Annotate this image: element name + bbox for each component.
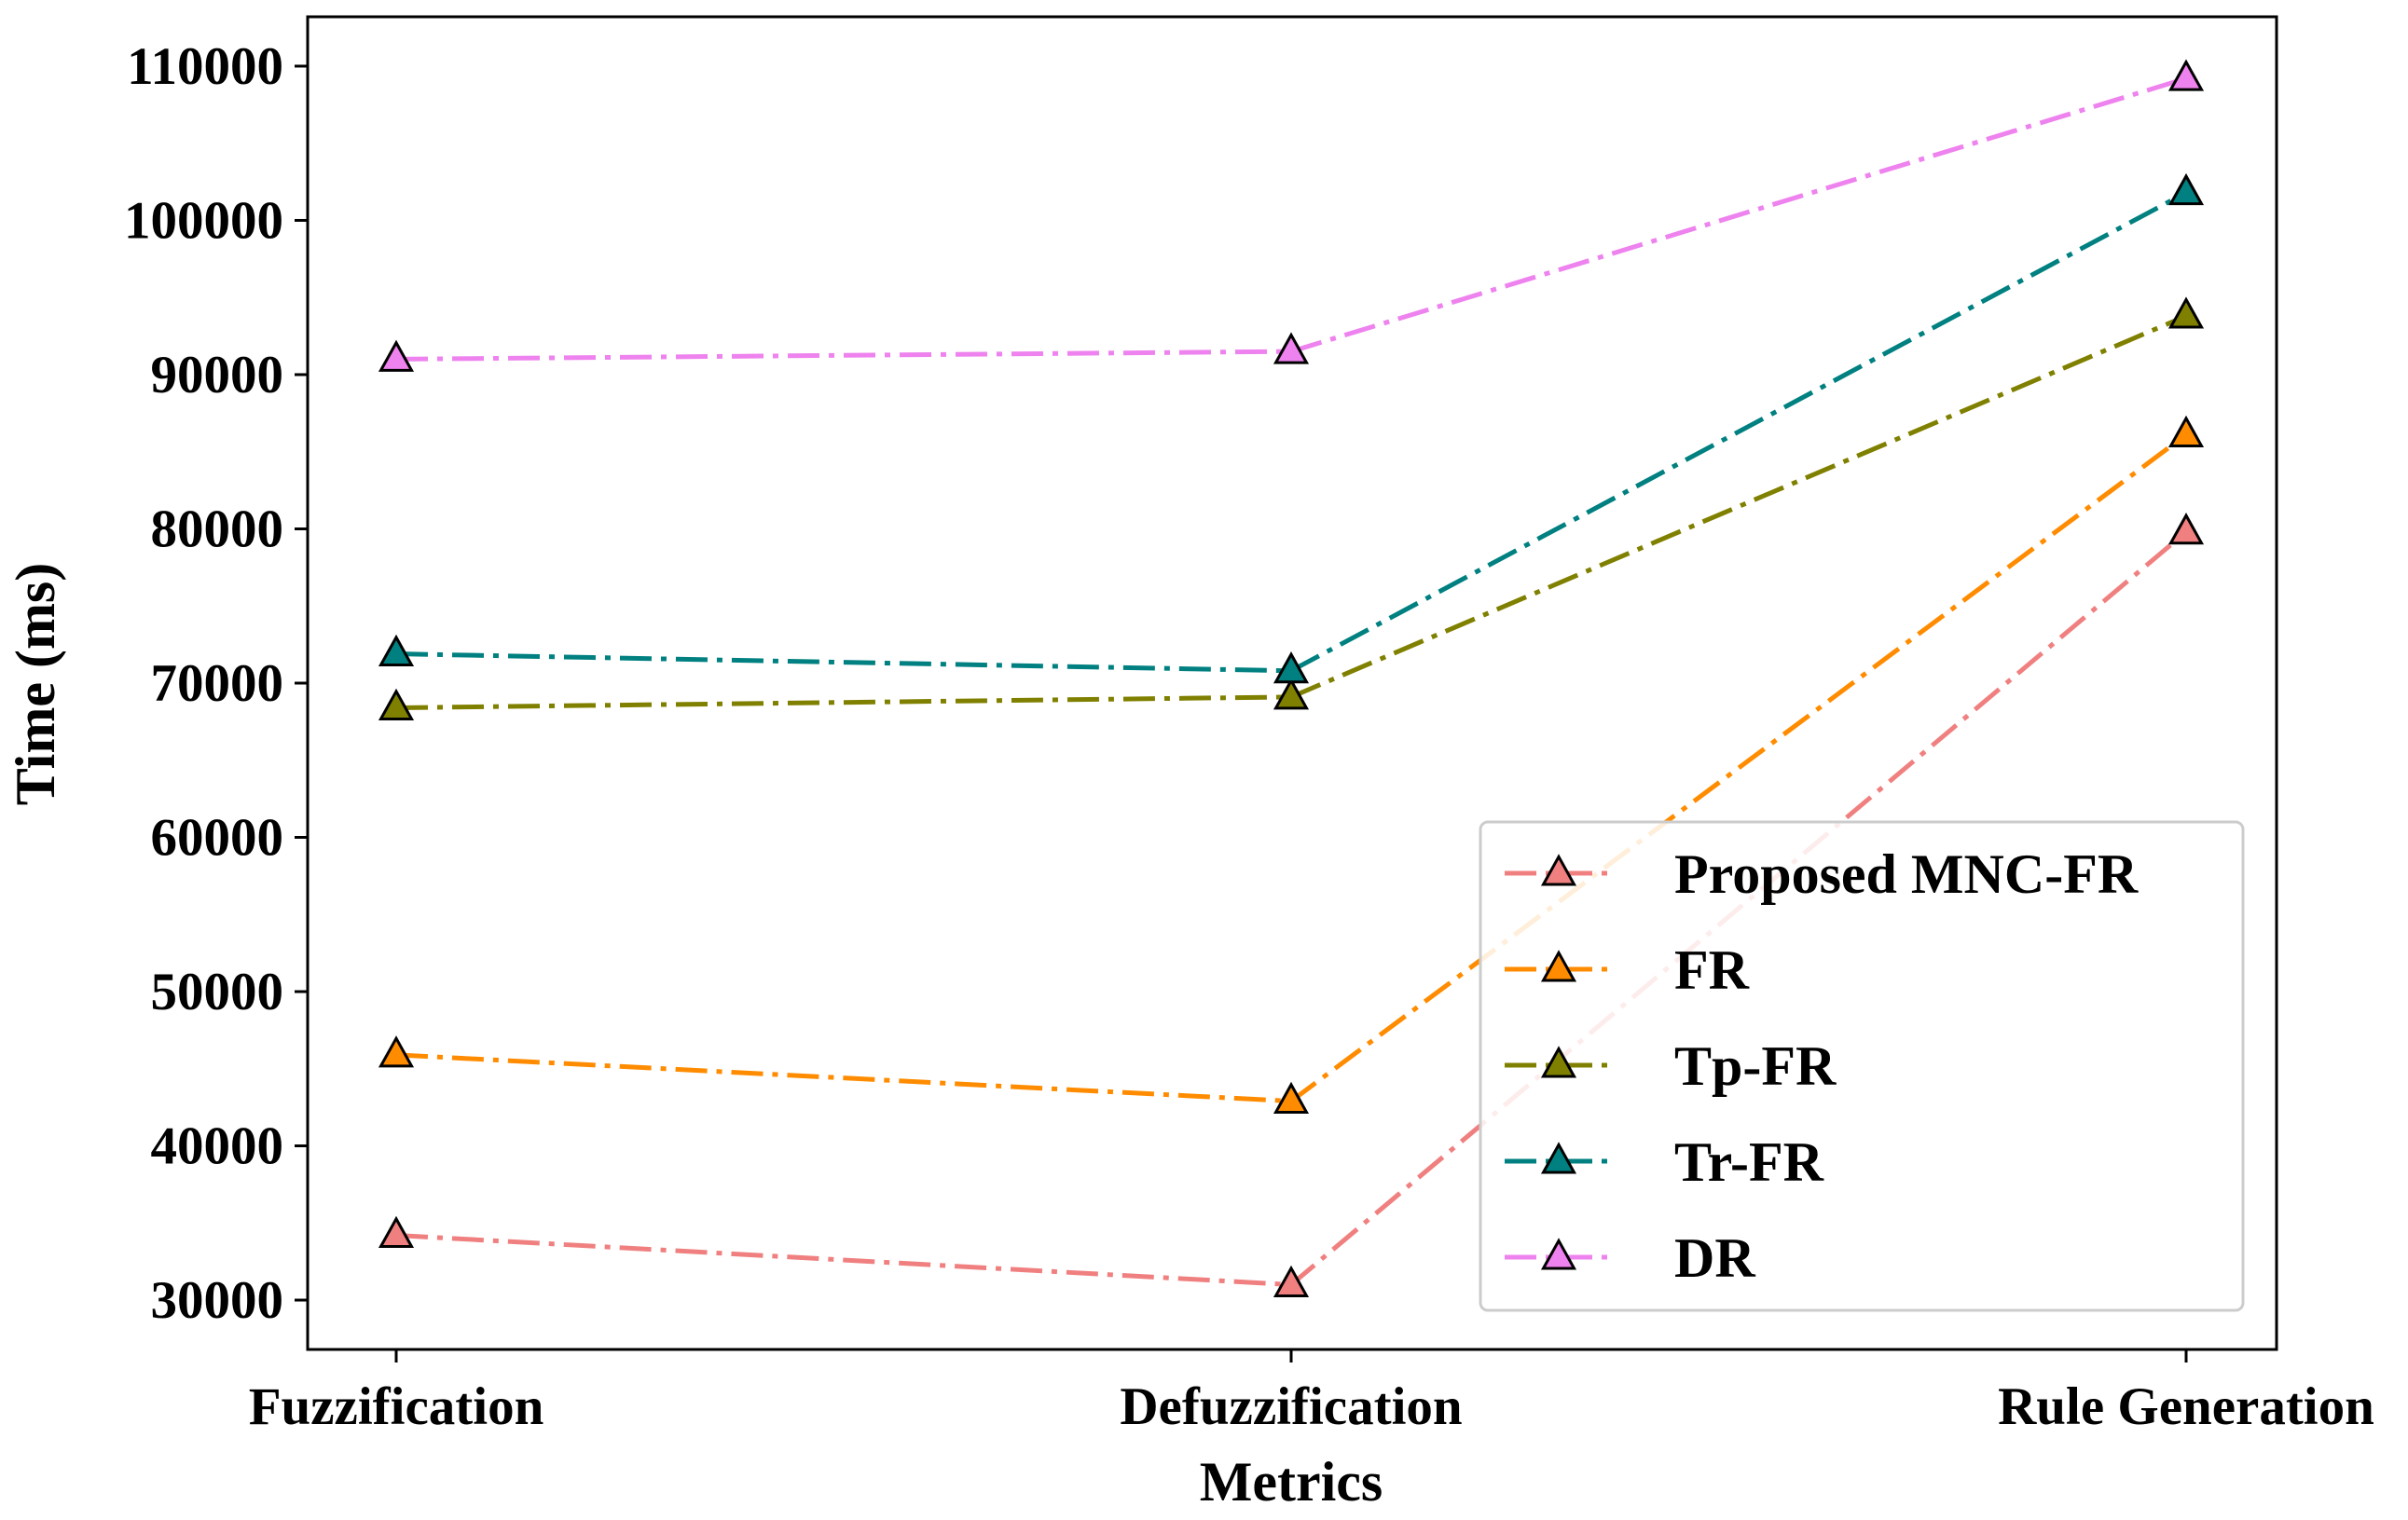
legend-item: FR [1505,939,1750,1001]
data-point [1273,651,1310,684]
y-tick-label: 50000 [151,963,284,1021]
legend-item: Tr-FR [1505,1131,1824,1193]
legend-item: DR [1505,1227,1755,1289]
legend-item: Tp-FR [1505,1035,1837,1097]
legend: Proposed MNC-FR FR Tp-FR Tr-FR DR [1479,820,2245,1312]
legend-label: FR [1674,939,1750,1001]
data-point [2167,296,2205,329]
y-axis-title: Time (ms) [5,563,66,806]
data-point [378,688,415,720]
data-point [378,634,415,667]
legend-label: Proposed MNC-FR [1674,843,2139,905]
legend-label: DR [1674,1227,1755,1289]
y-tick-label: 40000 [151,1117,284,1176]
y-tick-label: 80000 [151,500,284,558]
legend-marker [1540,1238,1577,1270]
legend-label: Tp-FR [1674,1035,1837,1097]
data-point [378,1035,415,1068]
legend-item: Proposed MNC-FR [1505,843,2139,905]
data-point [1273,332,1310,364]
y-axis: 30000 40000 50000 60000 70000 80000 90000 10000… [124,37,308,1330]
data-point [2167,415,2205,448]
series-tr-fr [378,172,2205,684]
data-point [1273,1081,1310,1115]
y-tick-label: 60000 [151,809,284,868]
series-fr [378,415,2205,1115]
data-point [378,1215,415,1248]
legend-label: Tr-FR [1674,1131,1824,1193]
legend-marker [1540,950,1577,982]
data-point [2167,513,2205,545]
legend-frame [1479,820,2245,1312]
data-point [1273,1265,1310,1297]
y-tick-label: 30000 [151,1271,284,1330]
x-tick-label: Fuzzification [249,1377,544,1436]
data-point [1273,678,1310,710]
series-proposed-mnc-fr [378,513,2205,1297]
legend-marker [1540,1142,1577,1174]
legend-marker [1540,1046,1577,1078]
data-point [2167,172,2205,206]
data-point [378,339,415,372]
y-tick-label: 110000 [127,37,283,96]
series-layer [378,59,2205,1297]
x-axis-title: Metrics [1200,1451,1383,1513]
x-tick-label: Defuzzification [1120,1377,1462,1436]
series-tp-fr [378,296,2205,720]
x-axis: Fuzzification Defuzzification Rule Generat… [249,1349,2374,1436]
series-dr [378,59,2205,372]
y-tick-label: 70000 [151,654,284,713]
data-point [2167,59,2205,91]
legend-marker [1540,854,1577,886]
y-tick-label: 100000 [124,191,283,250]
y-tick-label: 90000 [151,346,284,404]
x-tick-label: Rule Generation [1998,1377,2374,1436]
